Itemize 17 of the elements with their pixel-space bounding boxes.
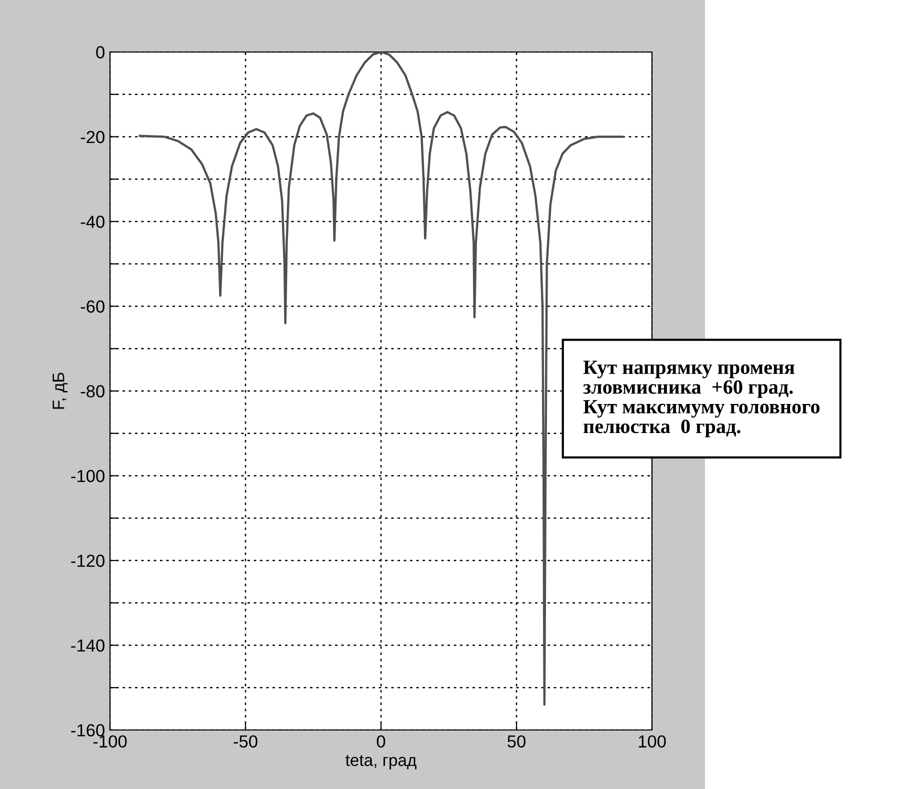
- y-tick-label: -20: [80, 130, 104, 144]
- y-tick-label: -60: [80, 300, 104, 313]
- y-axis-title: F, дБ: [52, 372, 68, 409]
- y-tick-label: -40: [80, 216, 104, 228]
- x-axis-title: teta, град: [346, 755, 416, 770]
- annotation: Кут напрямку променя зловмисника +60 град. Кут максимуму головного пелюстка 0 град.: [583, 360, 820, 438]
- y-tick-label: 0: [96, 46, 104, 58]
- x-tick-label: 100: [638, 735, 666, 748]
- y-tick-label: -80: [80, 385, 104, 398]
- y-tick-label: -140: [71, 639, 104, 652]
- y-tick-label: -100: [71, 470, 104, 482]
- y-tick-label: -160: [71, 724, 104, 736]
- x-tick-label: -50: [234, 735, 258, 748]
- x-tick-label: -100: [93, 735, 127, 748]
- x-tick-label: 50: [508, 735, 526, 748]
- x-tick-label: 0: [376, 735, 386, 748]
- y-tick-label: -120: [71, 554, 104, 567]
